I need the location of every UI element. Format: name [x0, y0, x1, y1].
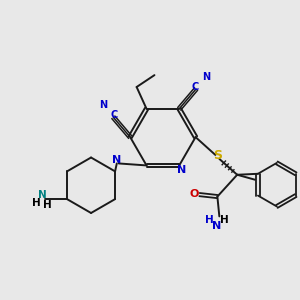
Text: C: C — [111, 110, 118, 120]
Text: N: N — [202, 72, 210, 82]
Text: H: H — [32, 198, 41, 208]
Text: H: H — [220, 215, 229, 225]
Text: O: O — [190, 189, 199, 199]
Text: N: N — [177, 165, 186, 176]
Text: N: N — [99, 100, 107, 110]
Text: S: S — [213, 149, 222, 162]
Text: N: N — [212, 221, 221, 231]
Text: H: H — [205, 215, 214, 225]
Text: N: N — [38, 190, 46, 200]
Text: C: C — [191, 82, 199, 92]
Text: N: N — [112, 155, 122, 166]
Text: H: H — [43, 200, 52, 210]
